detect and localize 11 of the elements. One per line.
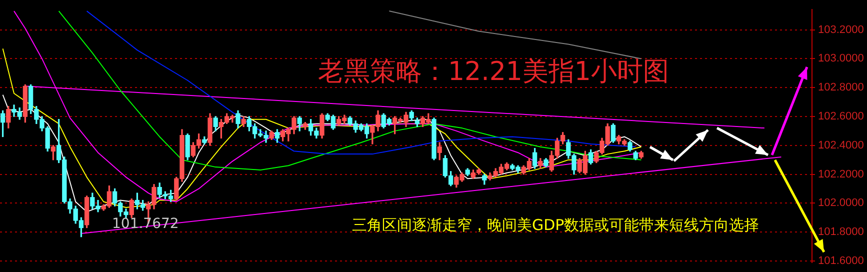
- y-tick-label: 101.8000: [818, 226, 864, 238]
- y-tick-label: 102.4000: [818, 139, 864, 152]
- y-tick-label: 103.0000: [818, 52, 864, 65]
- y-tick-label: 102.0000: [818, 197, 864, 210]
- text: 老黑策略：12.21美指1小时图: [318, 56, 669, 89]
- annotation: 三角区间逐渐走窄，晚间美GDP数据或可能带来短线方向选择: [352, 216, 760, 235]
- y-tick-label: 102.2000: [818, 168, 864, 180]
- y-tick-label: 101.6000: [818, 254, 864, 267]
- y-tick-label: 102.8000: [818, 82, 864, 94]
- y-tick-label: 102.6000: [818, 110, 864, 123]
- y-tick-label: 103.2000: [818, 24, 864, 36]
